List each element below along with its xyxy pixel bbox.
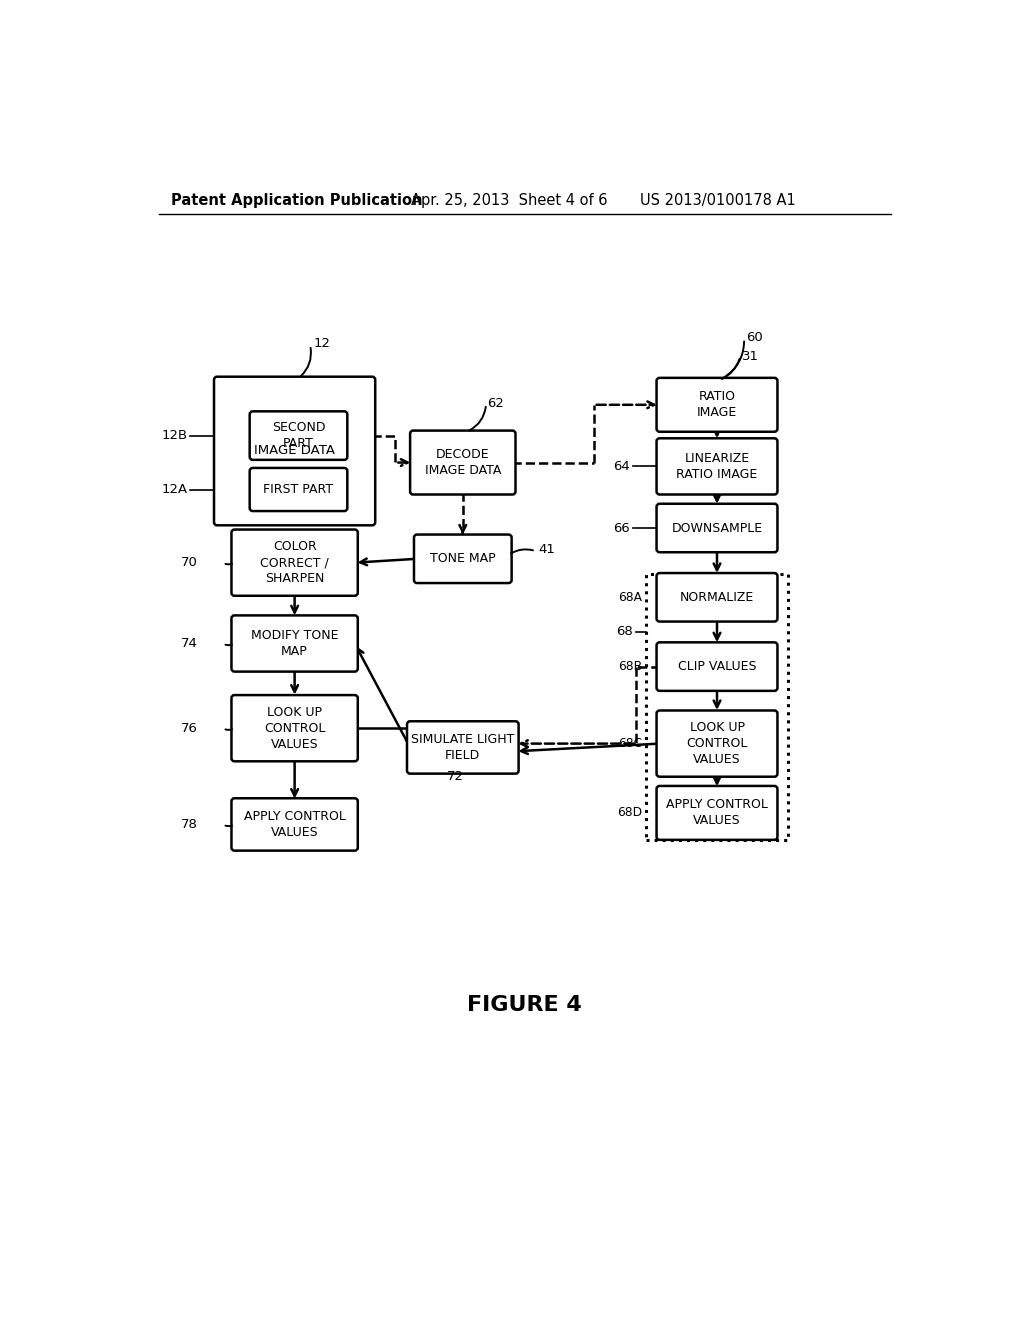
FancyBboxPatch shape: [656, 710, 777, 776]
FancyBboxPatch shape: [656, 643, 777, 690]
FancyBboxPatch shape: [231, 529, 357, 595]
FancyBboxPatch shape: [231, 799, 357, 850]
Text: RATIO
IMAGE: RATIO IMAGE: [697, 391, 737, 420]
FancyBboxPatch shape: [656, 438, 777, 495]
Text: 70: 70: [180, 556, 198, 569]
Text: 74: 74: [180, 638, 198, 649]
Text: 60: 60: [745, 330, 763, 343]
FancyBboxPatch shape: [656, 573, 777, 622]
Text: DECODE
IMAGE DATA: DECODE IMAGE DATA: [425, 447, 501, 477]
Text: 12B: 12B: [162, 429, 187, 442]
Text: 68D: 68D: [617, 807, 643, 820]
Text: 66: 66: [613, 521, 630, 535]
Text: COLOR
CORRECT /
SHARPEN: COLOR CORRECT / SHARPEN: [260, 540, 329, 585]
Text: SECOND
PART: SECOND PART: [271, 421, 326, 450]
Text: 76: 76: [180, 722, 198, 735]
Text: Apr. 25, 2013  Sheet 4 of 6: Apr. 25, 2013 Sheet 4 of 6: [411, 193, 607, 209]
Text: 31: 31: [741, 350, 759, 363]
FancyBboxPatch shape: [250, 412, 347, 459]
Text: TONE MAP: TONE MAP: [430, 552, 496, 565]
FancyBboxPatch shape: [231, 696, 357, 762]
FancyBboxPatch shape: [656, 378, 777, 432]
Text: CLIP VALUES: CLIP VALUES: [678, 660, 757, 673]
Text: DOWNSAMPLE: DOWNSAMPLE: [672, 521, 763, 535]
Text: US 2013/0100178 A1: US 2013/0100178 A1: [640, 193, 796, 209]
Text: 78: 78: [180, 818, 198, 832]
Text: LOOK UP
CONTROL
VALUES: LOOK UP CONTROL VALUES: [264, 706, 326, 751]
Text: Patent Application Publication: Patent Application Publication: [171, 193, 422, 209]
Text: 12: 12: [313, 337, 330, 350]
Text: 68: 68: [616, 626, 633, 639]
FancyBboxPatch shape: [250, 469, 347, 511]
Text: MODIFY TONE
MAP: MODIFY TONE MAP: [251, 630, 338, 657]
FancyBboxPatch shape: [414, 535, 512, 583]
Text: 64: 64: [613, 459, 630, 473]
Text: FIRST PART: FIRST PART: [263, 483, 334, 496]
Text: 41: 41: [538, 543, 555, 556]
Text: 68B: 68B: [618, 660, 643, 673]
Text: 62: 62: [487, 397, 505, 409]
Text: SIMULATE LIGHT
FIELD: SIMULATE LIGHT FIELD: [411, 733, 514, 762]
Text: 68C: 68C: [618, 737, 643, 750]
Text: LINEARIZE
RATIO IMAGE: LINEARIZE RATIO IMAGE: [677, 451, 758, 480]
Text: 12A: 12A: [162, 483, 187, 496]
FancyBboxPatch shape: [407, 721, 518, 774]
Text: 68A: 68A: [618, 591, 643, 603]
Text: NORMALIZE: NORMALIZE: [680, 591, 754, 603]
Text: IMAGE DATA: IMAGE DATA: [254, 445, 335, 458]
FancyBboxPatch shape: [410, 430, 515, 495]
FancyBboxPatch shape: [656, 785, 777, 840]
Text: 72: 72: [447, 770, 464, 783]
Text: APPLY CONTROL
VALUES: APPLY CONTROL VALUES: [244, 810, 345, 840]
Text: APPLY CONTROL
VALUES: APPLY CONTROL VALUES: [666, 799, 768, 828]
FancyBboxPatch shape: [231, 615, 357, 672]
FancyBboxPatch shape: [656, 504, 777, 552]
Text: LOOK UP
CONTROL
VALUES: LOOK UP CONTROL VALUES: [686, 721, 748, 766]
FancyBboxPatch shape: [214, 376, 375, 525]
Text: FIGURE 4: FIGURE 4: [467, 995, 583, 1015]
